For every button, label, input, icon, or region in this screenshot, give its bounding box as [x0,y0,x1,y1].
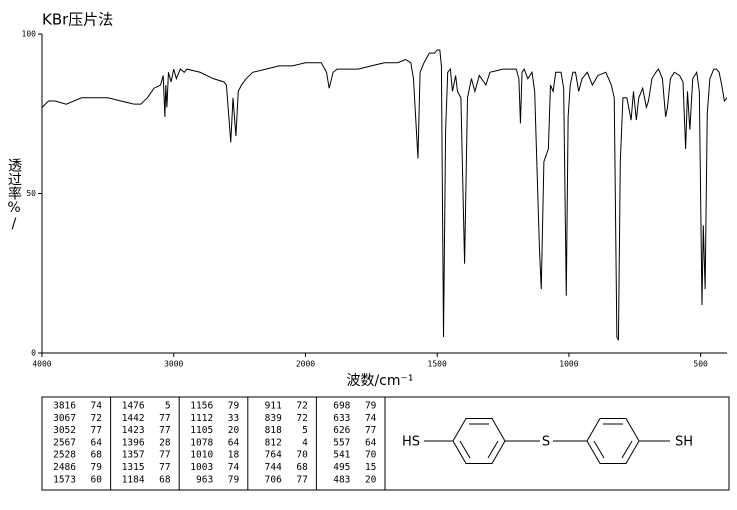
peak-wavenumber: 706 [265,474,282,485]
atom-label: HS [402,435,420,450]
benzene-ring [586,418,640,464]
peak-wavenumber: 818 [265,425,282,436]
peak-wavenumber: 1476 [122,401,145,412]
peak-wavenumber: 626 [333,425,350,436]
double-bond [459,440,471,459]
x-tick-label: 3000 [164,360,183,369]
peak-transmittance: 20 [365,474,377,485]
peak-transmittance: 77 [159,450,170,461]
peak-transmittance: 64 [91,437,103,448]
chart-title: KBr压片法 [42,11,113,29]
peak-transmittance: 70 [296,450,308,461]
structure-frame [384,396,730,491]
double-bond [621,440,633,459]
spectrum-line [41,49,728,341]
benzene-ring [452,418,506,464]
peak-wavenumber: 698 [333,401,350,412]
y-axis-label: 透过率%/ [6,158,22,232]
peak-wavenumber: 2567 [53,437,76,448]
peak-wavenumber: 1156 [190,401,213,412]
peak-transmittance: 72 [296,401,307,412]
peak-transmittance: 64 [365,437,377,448]
peak-transmittance: 5 [165,401,171,412]
peak-transmittance: 68 [91,450,103,461]
peak-wavenumber: 633 [333,413,350,424]
peak-wavenumber: 2528 [53,450,76,461]
atom-label: SH [675,435,693,450]
peak-transmittance: 79 [228,474,240,485]
peak-wavenumber: 483 [333,474,350,485]
peak-transmittance: 79 [228,401,240,412]
x-tick-label: 2000 [296,360,315,369]
peak-transmittance: 77 [365,425,376,436]
peak-wavenumber: 3816 [53,401,76,412]
peak-wavenumber: 744 [265,462,282,473]
peak-transmittance: 68 [296,462,308,473]
peak-wavenumber: 1184 [122,474,145,485]
peak-transmittance: 68 [159,474,171,485]
peak-transmittance: 15 [365,462,376,473]
peak-transmittance: 33 [228,413,239,424]
peak-transmittance: 77 [159,413,170,424]
double-bond [487,440,499,459]
structure [424,418,670,464]
peak-wavenumber: 3067 [53,413,76,424]
peak-wavenumber: 495 [333,462,350,473]
peak-transmittance: 5 [302,425,308,436]
peak-wavenumber: 1003 [190,462,213,473]
x-axis-label: 波数/cm⁻¹ [346,373,413,389]
peak-transmittance: 77 [296,474,307,485]
peak-transmittance: 77 [91,425,102,436]
peak-transmittance: 72 [296,413,307,424]
peak-transmittance: 74 [91,401,103,412]
peak-transmittance: 18 [228,450,240,461]
peak-transmittance: 79 [365,401,377,412]
peak-wavenumber: 1078 [190,437,213,448]
peak-wavenumber: 1396 [122,437,145,448]
peak-transmittance: 77 [159,425,170,436]
peak-wavenumber: 3052 [53,425,76,436]
x-tick-label: 500 [693,360,708,369]
peak-wavenumber: 764 [265,450,282,461]
peak-transmittance: 72 [91,413,102,424]
peak-transmittance: 4 [302,437,308,448]
peak-transmittance: 70 [365,450,377,461]
peak-wavenumber: 2486 [53,462,76,473]
peak-transmittance: 74 [365,413,377,424]
peak-wavenumber: 1573 [53,474,76,485]
y-tick-label: 100 [22,30,37,39]
x-tick-label: 1500 [428,360,447,369]
peak-transmittance: 79 [91,462,103,473]
peak-transmittance: 20 [228,425,240,436]
peak-wavenumber: 1423 [122,425,145,436]
peak-wavenumber: 1105 [190,425,213,436]
y-tick-label: 0 [31,349,36,358]
peak-wavenumber: 963 [196,474,213,485]
peak-wavenumber: 1112 [190,413,213,424]
x-tick-label: 4000 [32,360,51,369]
peak-wavenumber: 911 [265,401,282,412]
x-tick-label: 1000 [559,360,578,369]
double-bond [593,440,605,459]
peak-wavenumber: 839 [265,413,282,424]
peak-transmittance: 77 [159,462,170,473]
peak-wavenumber: 812 [265,437,282,448]
peak-transmittance: 74 [228,462,240,473]
peak-transmittance: 60 [91,474,103,485]
peak-transmittance: 64 [228,437,240,448]
peak-wavenumber: 541 [333,450,350,461]
peak-wavenumber: 557 [333,437,350,448]
peak-wavenumber: 1357 [122,450,145,461]
y-tick-label: 50 [26,189,36,198]
peak-transmittance: 28 [159,437,171,448]
peak-wavenumber: 1010 [190,450,213,461]
atom-label: S [542,435,550,450]
peak-wavenumber: 1315 [122,462,145,473]
peak-wavenumber: 1442 [122,413,145,424]
